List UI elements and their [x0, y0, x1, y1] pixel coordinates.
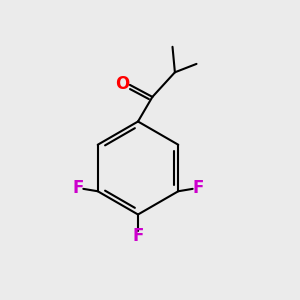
- Text: F: F: [73, 179, 84, 197]
- Text: F: F: [192, 179, 203, 197]
- Text: F: F: [132, 227, 144, 245]
- Text: O: O: [115, 75, 129, 93]
